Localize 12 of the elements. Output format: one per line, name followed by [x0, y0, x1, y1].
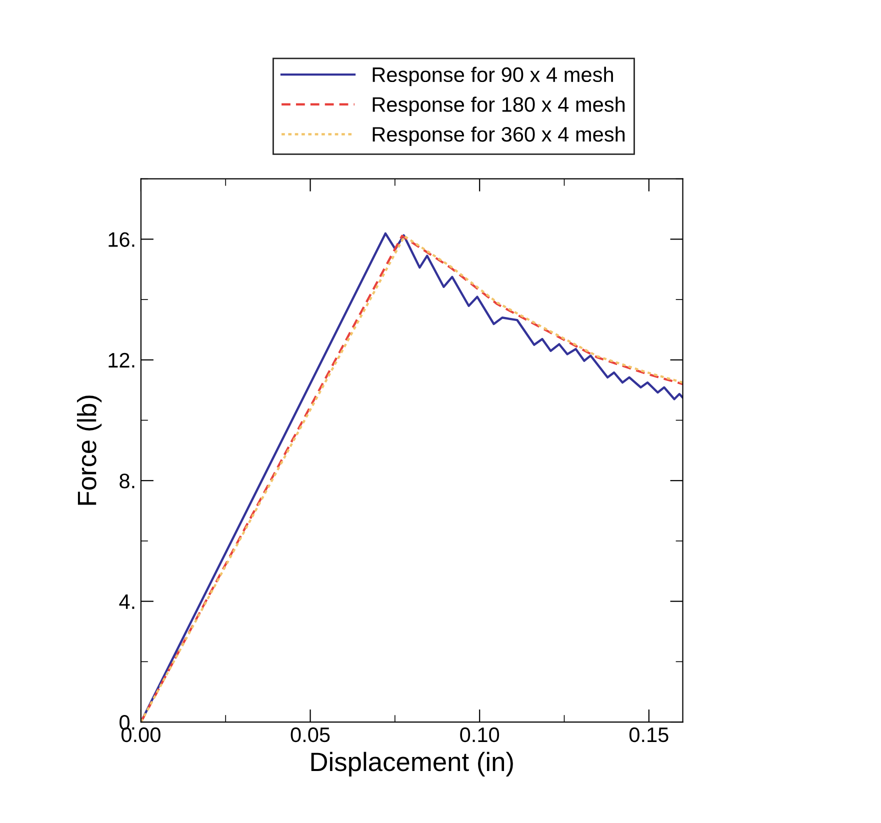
- y-tick-label: 12.: [108, 352, 134, 368]
- x-tick-label: 0.10: [460, 727, 500, 742]
- y-tick-label: 8.: [120, 474, 134, 488]
- x-tick-label: 0.05: [290, 727, 330, 742]
- y-tick-label: 16.: [108, 232, 134, 247]
- x-tick-label: 0.15: [629, 727, 668, 742]
- y-axis-title: Force (lb): [76, 396, 102, 505]
- legend-label: Response for 180 x 4 mesh: [372, 96, 625, 116]
- legend-label: Response for 360 x 4 mesh: [372, 126, 625, 146]
- x-axis-title: Displacement (in): [311, 752, 513, 776]
- legend-label: Response for 90 x 4 mesh: [372, 66, 613, 86]
- y-tick-label: 4.: [119, 594, 134, 609]
